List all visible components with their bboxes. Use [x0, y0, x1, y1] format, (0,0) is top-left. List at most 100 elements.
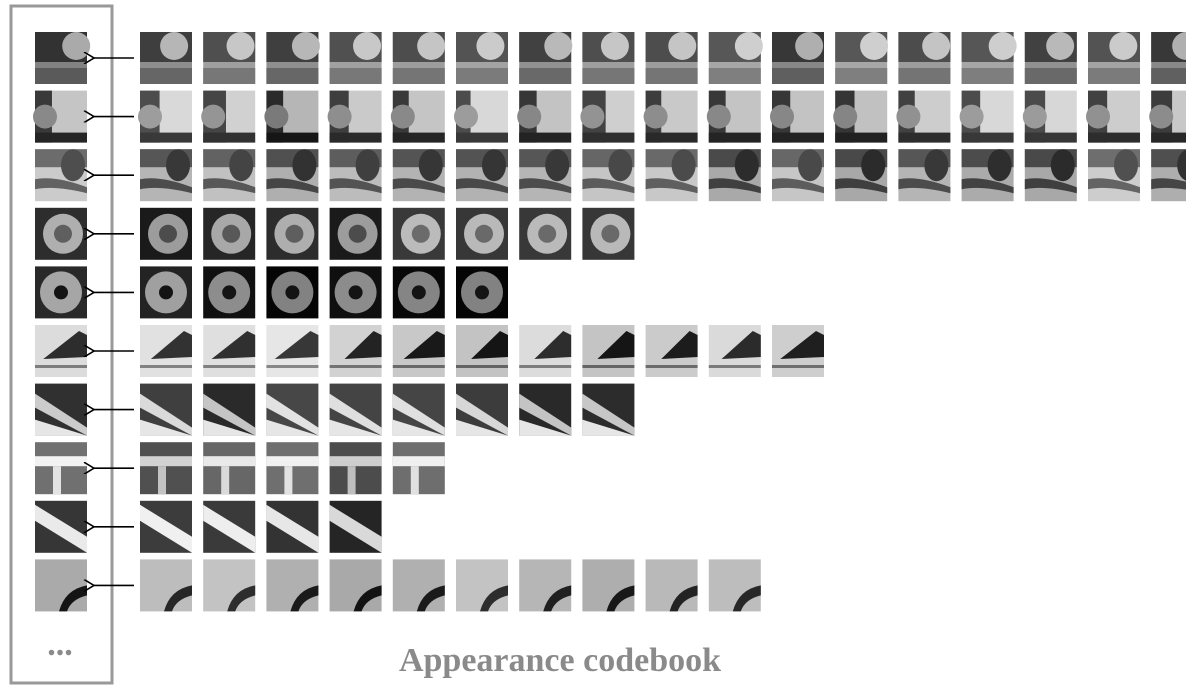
image-patch	[330, 325, 382, 377]
patch-wheel	[229, 149, 253, 181]
image-patch	[519, 32, 572, 84]
patch-hub	[285, 225, 303, 243]
image-patch	[203, 501, 255, 553]
patch-ground	[1088, 133, 1140, 143]
patch-hub	[159, 225, 177, 243]
patch-ground	[35, 133, 87, 143]
page: ... Appearance codebook (() => { const d…	[0, 0, 1186, 686]
patch-rail	[330, 456, 382, 466]
image-patch	[519, 149, 571, 201]
patch-bg	[330, 559, 382, 611]
patch-wheel	[735, 149, 759, 181]
patch-wheel	[960, 105, 984, 129]
patch-wheel	[292, 149, 316, 181]
image-patch	[35, 208, 87, 260]
patch-ground	[582, 133, 634, 143]
patch-hub	[222, 285, 236, 299]
image-patch	[330, 442, 382, 494]
patch-line	[582, 365, 634, 368]
patch-ground	[1151, 133, 1186, 143]
image-patch	[393, 32, 445, 84]
image-patch	[582, 32, 634, 84]
image-patch	[35, 266, 87, 318]
image-patch	[772, 32, 824, 84]
image-patch	[35, 149, 87, 201]
image-patch	[203, 208, 255, 260]
patch-wheel	[545, 149, 569, 181]
patch-ground	[1088, 68, 1140, 84]
patch-wheel	[1149, 105, 1173, 129]
patch-line	[393, 365, 445, 368]
patch-ground	[709, 133, 761, 143]
patch-wheel	[454, 105, 478, 129]
image-patch	[519, 559, 571, 611]
patch-ground	[35, 68, 87, 84]
patch-ground	[330, 133, 382, 143]
patch-ground	[772, 68, 824, 84]
image-patch	[140, 442, 192, 494]
image-patch	[646, 559, 698, 611]
patch-wheel	[580, 105, 604, 129]
patch-line	[709, 365, 761, 368]
image-patch	[646, 325, 698, 377]
image-patch	[35, 32, 90, 84]
patch-wheel	[924, 149, 948, 181]
patch-hub	[538, 225, 556, 243]
patch-post	[348, 466, 356, 494]
patch-ground	[519, 133, 571, 143]
patch-hub	[412, 225, 430, 243]
patch-wheel	[201, 105, 225, 129]
patch-wheel	[608, 149, 632, 181]
patch-bg	[266, 559, 318, 611]
patch-wheel	[356, 149, 380, 181]
image-patch	[330, 501, 382, 553]
image-patch	[330, 266, 382, 318]
image-patch	[203, 149, 255, 201]
image-patch	[266, 208, 318, 260]
patch-hub	[54, 285, 68, 299]
image-patch	[580, 91, 634, 143]
image-patch	[960, 91, 1014, 143]
image-patch	[330, 208, 382, 260]
image-patch	[203, 559, 255, 611]
image-patch	[393, 149, 445, 201]
image-patch	[1025, 149, 1077, 201]
image-patch	[140, 384, 192, 436]
image-patch	[393, 442, 445, 494]
patch-ground	[203, 133, 255, 143]
patch-post	[411, 466, 419, 494]
patch-wheel	[166, 149, 190, 181]
image-patch	[1088, 149, 1140, 201]
image-patch	[330, 149, 382, 201]
image-patch	[519, 208, 571, 260]
patch-hub	[285, 285, 299, 299]
image-patch	[1025, 32, 1077, 84]
image-patch	[140, 32, 192, 84]
figure-caption: Appearance codebook	[399, 642, 721, 679]
patch-wheel	[482, 149, 506, 181]
patch-wheel	[391, 105, 415, 129]
image-patch	[266, 325, 318, 377]
patch-hub	[475, 285, 489, 299]
image-patch	[266, 559, 318, 611]
patch-wheel	[138, 105, 162, 129]
image-patch	[330, 559, 382, 611]
patch-post	[158, 466, 166, 494]
patch-line	[646, 365, 698, 368]
patch-wheel	[544, 32, 572, 60]
patch-bg	[646, 559, 698, 611]
patch-wheel	[833, 105, 857, 129]
patch-bg	[35, 559, 87, 611]
patch-line	[456, 365, 508, 368]
image-patch	[1086, 91, 1140, 143]
patch-ground	[266, 68, 318, 84]
patch-ground	[330, 68, 382, 84]
patch-wheel	[989, 32, 1017, 60]
patch-wheel	[601, 32, 629, 60]
image-patch	[962, 149, 1014, 201]
patch-ground	[898, 68, 950, 84]
image-patch	[393, 325, 445, 377]
patch-wheel	[62, 32, 90, 60]
patch-wheel	[672, 149, 696, 181]
patch-line	[330, 365, 382, 368]
